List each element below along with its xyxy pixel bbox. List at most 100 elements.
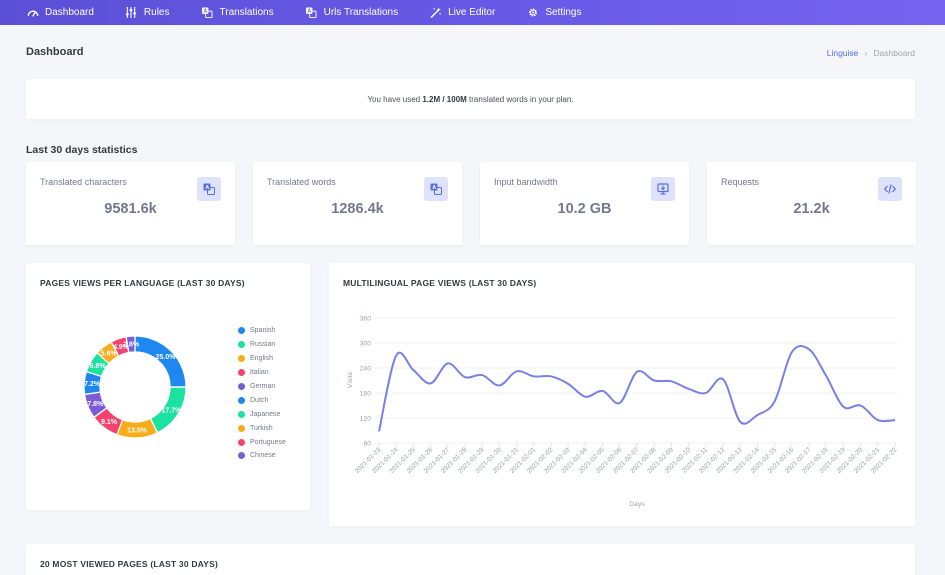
y-tick-label: 120 <box>360 416 372 423</box>
translate-icon: A <box>201 7 214 18</box>
usage-notice: You have used 1.2M / 100M translated wor… <box>26 79 915 119</box>
donut-slice-label: 7.8% <box>87 401 104 408</box>
legend-swatch <box>238 438 245 446</box>
code-arrows-icon <box>878 177 902 201</box>
legend-label: Italian <box>250 369 269 377</box>
legend-item-portuguese[interactable]: Portuguese <box>238 435 286 449</box>
top-navbar: Dashboard Rules A Translations A Urls Tr… <box>0 0 945 25</box>
nav-rules-label: Rules <box>143 7 170 18</box>
sliders-icon <box>125 7 138 18</box>
svg-text:A: A <box>205 185 209 191</box>
usage-text: You have used 1.2M / 100M translated wor… <box>367 94 574 104</box>
nav-rules[interactable]: Rules <box>125 0 170 25</box>
language-views-card: PAGES VIEWS PER LANGUAGE (LAST 30 DAYS) … <box>26 263 310 510</box>
series-line-0[interactable] <box>378 344 896 432</box>
donut-slice-label: 5.6% <box>101 351 118 358</box>
donut-slice-label: 25.0% <box>155 354 176 361</box>
line-title: MULTILINGUAL PAGE VIEWS (LAST 30 DAYS) <box>343 278 537 288</box>
stat-value: 9581.6k <box>104 201 157 217</box>
stat-label: Translated characters <box>40 177 127 187</box>
nav-translations[interactable]: A Translations <box>201 0 274 25</box>
legend-label: Russian <box>250 341 276 349</box>
breadcrumb: Linguise › Dashboard <box>827 48 915 58</box>
nav-live-editor[interactable]: Live Editor <box>429 0 495 25</box>
legend-label: Spanish <box>250 327 276 335</box>
monitor-download-icon <box>651 177 675 201</box>
legend-swatch <box>238 396 245 404</box>
gear-icon <box>526 7 539 18</box>
most-viewed-pages-card: 20 MOST VIEWED PAGES (LAST 30 DAYS) <box>26 544 915 575</box>
stat-value: 1286.4k <box>331 201 384 217</box>
legend-swatch <box>238 452 245 460</box>
donut-slice-label: 13.0% <box>127 427 148 434</box>
donut-slice-label: 6.8% <box>90 363 107 370</box>
svg-text:A: A <box>432 185 436 191</box>
breadcrumb-current: Dashboard <box>873 48 915 58</box>
most-viewed-title: 20 MOST VIEWED PAGES (LAST 30 DAYS) <box>40 559 218 569</box>
stat-card-translated-words: Translated words A 1286.4k <box>253 162 462 245</box>
nav-dashboard-label: Dashboard <box>45 7 94 18</box>
y-axis-label: Visits <box>347 371 354 388</box>
page-views-line-chart: 601201802403003602021-01-232021-01-24202… <box>347 316 899 509</box>
legend-item-english[interactable]: English <box>238 352 286 366</box>
legend-item-russian[interactable]: Russian <box>238 338 286 352</box>
nav-dashboard[interactable]: Dashboard <box>26 0 94 25</box>
y-tick-label: 180 <box>360 391 372 398</box>
language-donut-chart: 25.0% 17.7% 13.0% 9.1% 7.8% 7.2% 6.8% 5.6%4.9%2… <box>83 335 187 439</box>
translate-icon: A <box>305 7 318 18</box>
legend-label: Portuguese <box>250 438 286 446</box>
nav-urls-translations-label: Urls Translations <box>323 7 399 18</box>
legend-label: Turkish <box>250 424 273 432</box>
breadcrumb-separator: › <box>864 48 868 58</box>
legend-item-japanese[interactable]: Japanese <box>238 407 286 421</box>
donut-slice-chinese[interactable] <box>125 335 136 354</box>
stat-card-translated-characters: Translated characters A 9581.6k <box>26 162 235 245</box>
magic-wand-icon <box>429 7 442 18</box>
donut-slice-label: 9.1% <box>101 419 118 426</box>
legend-item-dutch[interactable]: Dutch <box>238 393 286 407</box>
legend-label: German <box>250 383 276 390</box>
donut-title: PAGES VIEWS PER LANGUAGE (LAST 30 DAYS) <box>40 278 245 288</box>
legend-swatch <box>238 341 245 349</box>
svg-text:A: A <box>308 9 312 15</box>
stat-label: Translated words <box>267 177 336 187</box>
page-title: Dashboard <box>26 46 84 58</box>
legend-swatch <box>238 424 245 432</box>
donut-slice-spanish[interactable] <box>134 335 187 388</box>
nav-settings[interactable]: Settings <box>526 0 581 25</box>
stat-label: Requests <box>721 177 760 187</box>
x-axis-label: Days <box>629 501 645 508</box>
legend-item-german[interactable]: German <box>238 380 286 394</box>
multilingual-views-card: MULTILINGUAL PAGE VIEWS (LAST 30 DAYS) 6… <box>329 263 915 526</box>
stat-value: 21.2k <box>793 201 830 217</box>
nav-translations-label: Translations <box>219 7 274 18</box>
stat-label: Input bandwidth <box>494 177 558 187</box>
translate-icon: A <box>424 177 448 201</box>
legend-swatch <box>238 383 245 390</box>
donut-slice-label: 4.9% <box>113 344 130 351</box>
stat-value: 10.2 GB <box>557 201 612 217</box>
legend-item-turkish[interactable]: Turkish <box>238 421 286 435</box>
legend-label: English <box>250 355 273 363</box>
legend-item-chinese[interactable]: Chinese <box>238 449 286 463</box>
usage-used: 1.2M <box>422 94 441 104</box>
nav-live-editor-label: Live Editor <box>448 7 496 18</box>
y-tick-label: 240 <box>360 366 372 373</box>
svg-text:A: A <box>204 9 208 15</box>
usage-total: 100M <box>446 94 467 104</box>
legend-label: Dutch <box>250 396 269 404</box>
stat-card-requests: Requests 21.2k <box>707 162 916 245</box>
breadcrumb-linguise[interactable]: Linguise <box>826 48 859 58</box>
translate-icon: A <box>197 177 221 201</box>
speedometer-icon <box>26 7 39 18</box>
legend-swatch <box>238 410 245 418</box>
legend-label: Japanese <box>250 410 281 418</box>
legend-swatch <box>238 327 245 335</box>
donut-slice-label: 2.8% <box>123 342 140 349</box>
stats-section-title: Last 30 days statistics <box>26 144 138 156</box>
legend-item-italian[interactable]: Italian <box>238 366 286 380</box>
nav-urls-translations[interactable]: A Urls Translations <box>305 0 398 25</box>
stat-card-input-bandwidth: Input bandwidth 10.2 GB <box>480 162 689 245</box>
legend-item-spanish[interactable]: Spanish <box>238 324 286 338</box>
donut-slice-label: 17.7% <box>162 407 183 414</box>
